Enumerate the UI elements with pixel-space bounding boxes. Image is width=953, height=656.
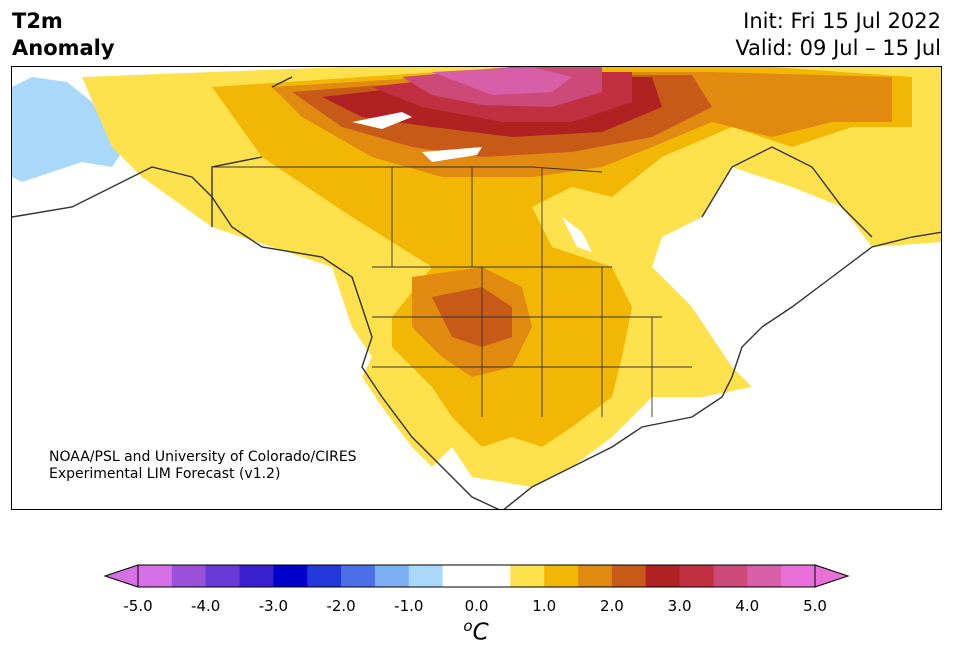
colorbar-tick-label: -5.0 — [123, 597, 153, 615]
colorbar-tick-label: 3.0 — [667, 597, 692, 615]
colorbar-cell — [611, 565, 647, 587]
cold-anomaly-alaska — [12, 77, 122, 182]
colorbar-cell — [476, 565, 511, 587]
colorbar-cell — [781, 565, 816, 587]
colorbar-cell — [713, 565, 748, 587]
map-title: T2m Anomaly — [12, 8, 115, 62]
colorbar-tick-label: 1.0 — [532, 597, 557, 615]
colorbar-tick-label: 0.0 — [464, 597, 489, 615]
colorbar-tick-label: 4.0 — [735, 597, 760, 615]
init-date: Init: Fri 15 Jul 2022 — [743, 9, 941, 33]
map-canvas — [12, 67, 941, 509]
unit-degree: o — [463, 617, 473, 635]
colorbar-cell — [273, 565, 308, 587]
great-slave-lake — [422, 147, 482, 162]
colorbar-cell — [645, 565, 681, 587]
colorbar-cell — [442, 565, 477, 587]
colorbar-cell — [307, 565, 342, 587]
colorbar-cell — [239, 565, 274, 587]
colorbar-cell — [747, 565, 782, 587]
colorbar-cell — [544, 565, 579, 587]
forecast-dates: Init: Fri 15 Jul 2022 Valid: 09 Jul – 15… — [735, 8, 941, 62]
colorbar-tick-label: 2.0 — [599, 597, 624, 615]
colorbar-tick-label: -3.0 — [258, 597, 289, 615]
warm-anomaly-1_5c — [212, 67, 912, 447]
colorbar-over-triangle — [814, 564, 850, 588]
colorbar-cell — [341, 565, 376, 587]
unit-letter: C — [472, 619, 489, 646]
colorbar-tick-label: -1.0 — [394, 597, 424, 615]
great-bear-lake — [352, 112, 412, 129]
colorbar-cell — [171, 565, 207, 587]
colorbar-unit: oC — [463, 617, 488, 646]
colorbar-cell — [408, 565, 444, 587]
data-credit: NOAA/PSL and University of Colorado/CIRE… — [49, 449, 357, 483]
valid-range: Valid: 09 Jul – 15 Jul — [735, 36, 941, 60]
political-borders — [212, 166, 692, 417]
colorbar-cell — [374, 565, 410, 587]
colorbar-cell — [679, 565, 714, 587]
title-line-2: Anomaly — [12, 36, 115, 60]
warm-anomaly-4_5c — [432, 67, 572, 95]
colorbar-tick-label: -4.0 — [191, 597, 221, 615]
anomaly-map — [11, 66, 942, 510]
colorbar-outline — [137, 564, 816, 588]
credit-line-2: Experimental LIM Forecast (v1.2) — [49, 466, 281, 482]
credit-line-1: NOAA/PSL and University of Colorado/CIRE… — [49, 449, 357, 465]
colorbar-cell — [510, 565, 545, 587]
colorbar-tick-label: 5.0 — [803, 597, 827, 615]
colorbar-cell — [205, 565, 241, 587]
colorbar-cell — [138, 565, 173, 587]
colorbar-under-triangle — [103, 564, 139, 588]
title-line-1: T2m — [12, 9, 63, 33]
lake-winnipeg — [562, 217, 592, 252]
colorbar-cell — [578, 565, 613, 587]
colorbar-tick-label: -2.0 — [326, 597, 356, 615]
